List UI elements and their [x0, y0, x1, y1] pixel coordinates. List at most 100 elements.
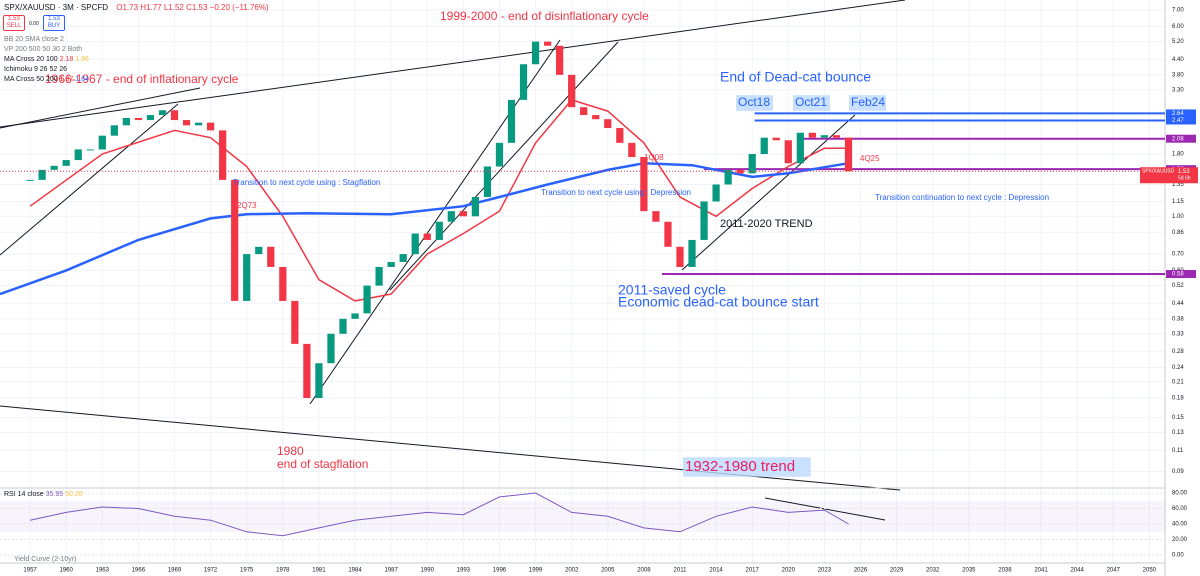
x-tick-label: 1975 [240, 568, 254, 574]
indicator-legend: BB 20 SMA close 2 [4, 36, 64, 43]
annotation-bg [736, 95, 773, 111]
candle [676, 246, 684, 267]
y-tick-label: 0.09 [1172, 469, 1184, 475]
candle [616, 128, 624, 143]
candle [796, 132, 804, 164]
y-tick-label: 20.00 [1172, 537, 1188, 543]
y-tick-label: 0.15 [1172, 415, 1184, 421]
candle [194, 122, 203, 126]
candle [519, 64, 528, 100]
y-tick-label: 1.15 [1172, 199, 1184, 205]
y-tick-label: 0.18 [1172, 396, 1184, 402]
trend-line [389, 41, 619, 291]
annotation: 2Q73 [237, 201, 257, 210]
candle [507, 99, 516, 143]
y-tick-label: 0.38 [1172, 316, 1184, 322]
candle [760, 137, 768, 155]
legend-name: RSI 14 close [4, 491, 44, 498]
annotation: Oct21 [795, 95, 827, 109]
candle [134, 117, 143, 121]
candle [182, 120, 191, 126]
candle [219, 130, 227, 180]
last-price-label: 1.53 [1178, 169, 1190, 175]
candle [640, 157, 648, 212]
y-tick-label: 0.21 [1172, 379, 1184, 385]
candle [351, 313, 359, 319]
candle [411, 233, 419, 255]
candle [652, 211, 660, 222]
candle [122, 117, 130, 126]
x-tick-label: 1984 [348, 568, 362, 574]
last-price-name: SPX/XAUUSD [1142, 169, 1175, 175]
annotation: 4Q25 [860, 154, 880, 163]
annotation: 1Q08 [644, 153, 664, 162]
annotation-bg [793, 95, 830, 111]
x-tick-label: 1993 [457, 568, 471, 574]
rsi-line [29, 492, 849, 537]
level-label: 2.08 [1172, 136, 1184, 142]
y-tick-label: 60.00 [1172, 506, 1188, 512]
candle [231, 179, 239, 301]
candle [556, 45, 564, 75]
y-tick-label: 0.86 [1172, 230, 1184, 236]
countdown: 5d 6h [1178, 176, 1191, 182]
symbol: SPX/XAUUSD · 3M · SPCFD [4, 3, 109, 12]
last-price-badge [1140, 167, 1198, 184]
x-tick-label: 1972 [204, 568, 218, 574]
y-tick-label: 1.00 [1172, 214, 1184, 220]
y-tick-label: 4.40 [1172, 57, 1184, 63]
x-tick-label: 2047 [1107, 568, 1121, 574]
candle [820, 135, 829, 138]
candle [363, 285, 371, 314]
rsi-legend: RSI 14 close 35.95 50.20 [4, 491, 83, 498]
candle [267, 246, 275, 267]
indicator-legend: MA Cross 50 200 1.97 1.64 [4, 76, 89, 83]
candle [580, 107, 588, 116]
candle [387, 261, 395, 267]
level-label: 2.64 [1172, 111, 1184, 117]
buy-button[interactable]: 1.53 BUY [43, 15, 65, 31]
candle [207, 122, 215, 131]
candle [62, 160, 70, 166]
candle [243, 254, 251, 301]
legend-value: 1.86 [75, 56, 89, 63]
candle [748, 154, 756, 174]
header: SPX/XAUUSD · 3M · SPCFD O1.73 H1.77 L1.5… [4, 3, 269, 12]
y-tick-label: 0.44 [1172, 301, 1184, 307]
x-tick-label: 2041 [1034, 568, 1048, 574]
x-tick-label: 2038 [998, 568, 1012, 574]
candle [808, 132, 816, 138]
candle [303, 343, 311, 399]
candle [315, 363, 323, 399]
candle [98, 135, 106, 150]
candle [399, 254, 407, 262]
x-tick-label: 1990 [421, 568, 435, 574]
candle [339, 318, 347, 334]
trend-line [309, 39, 561, 405]
y-tick-label: 7.00 [1172, 8, 1184, 14]
candle [459, 211, 467, 217]
x-tick-label: 1969 [168, 568, 182, 574]
candle [568, 74, 576, 108]
x-tick-label: 2002 [565, 568, 579, 574]
candle [86, 149, 94, 151]
x-tick-label: 2014 [709, 568, 723, 574]
candle [784, 140, 792, 164]
y-tick-label: 6.00 [1172, 24, 1184, 30]
x-tick-label: 1963 [96, 568, 110, 574]
legend-name: MA Cross 50 200 [4, 76, 58, 83]
annotation: 1999-2000 - end of disinflationary cycle [440, 9, 649, 23]
legend-name: MA Cross 20 100 [4, 56, 58, 63]
candle [255, 246, 263, 255]
moving-average [29, 99, 849, 302]
annotation: 1980 [277, 444, 304, 458]
legend-value: 1.97 [59, 76, 74, 83]
candle [38, 169, 46, 180]
indicator-legend: VP 200 500 50 30 2 Both [4, 46, 83, 53]
x-tick-label: 2008 [637, 568, 651, 574]
sell-button[interactable]: 1.53 SELL [3, 15, 25, 31]
candle [688, 239, 696, 267]
yield-curve-legend: Yield Curve (2-10yr) [14, 556, 77, 563]
